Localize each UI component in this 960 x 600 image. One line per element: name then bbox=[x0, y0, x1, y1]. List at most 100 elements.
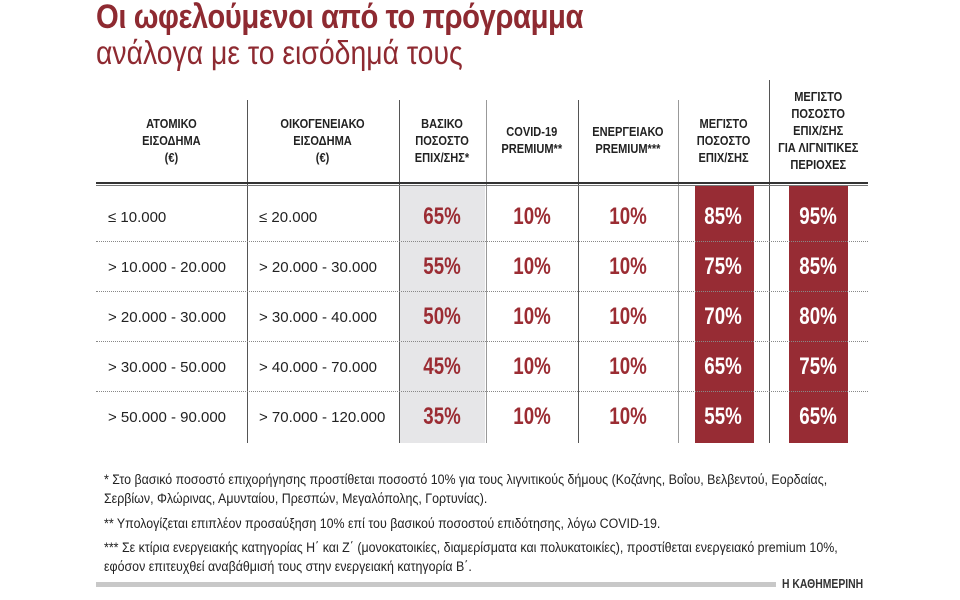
rate-value: 10% bbox=[609, 303, 647, 330]
row-divider bbox=[96, 241, 868, 242]
column-header-label: ΟΙΚΟΓΕΝΕΙΑΚΟ ΕΙΣΟΔΗΜΑ (€) bbox=[280, 115, 366, 165]
rate-value: 10% bbox=[609, 353, 647, 380]
rate-value: 55% bbox=[423, 253, 462, 280]
table-cell: > 20.000 - 30.000 bbox=[247, 242, 399, 292]
income-range: > 20.000 - 30.000 bbox=[108, 308, 227, 326]
rate-value: 55% bbox=[704, 403, 743, 430]
column-header-label: COVID-19 PREMIUM** bbox=[501, 124, 563, 156]
table-cell: 10% bbox=[578, 292, 678, 342]
table-cell: 75% bbox=[678, 242, 769, 292]
table-cell: 10% bbox=[578, 192, 678, 242]
column-header: ΟΙΚΟΓΕΝΕΙΑΚΟ ΕΙΣΟΔΗΜΑ (€) bbox=[247, 100, 399, 180]
column-divider bbox=[486, 100, 487, 443]
column-header: ΑΤΟΜΙΚΟ ΕΙΣΟΔΗΜΑ (€) bbox=[96, 100, 247, 180]
rate-value: 10% bbox=[513, 353, 551, 380]
rate-value: 65% bbox=[799, 403, 838, 430]
income-range: > 70.000 - 120.000 bbox=[259, 408, 386, 426]
income-range: > 20.000 - 30.000 bbox=[259, 258, 378, 276]
table-cell: 95% bbox=[769, 192, 868, 242]
rate-value: 75% bbox=[799, 353, 838, 380]
column-divider bbox=[399, 100, 400, 443]
table-cell: 65% bbox=[769, 392, 868, 442]
table-cell: 10% bbox=[578, 242, 678, 292]
column-header-label: ΒΑΣΙΚΟ ΠΟΣΟΣΤΟ ΕΠΙΧ/ΣΗΣ* bbox=[415, 115, 470, 165]
column-header: ΒΑΣΙΚΟ ΠΟΣΟΣΤΟ ΕΠΙΧ/ΣΗΣ* bbox=[399, 100, 486, 180]
chart-title: Οι ωφελούμενοι από το πρόγραμμα bbox=[96, 0, 584, 36]
table-cell: 10% bbox=[486, 392, 578, 442]
income-range: ≤ 20.000 bbox=[259, 208, 318, 226]
rate-value: 10% bbox=[513, 253, 551, 280]
header-rule bbox=[96, 182, 868, 184]
rate-value: 65% bbox=[704, 353, 743, 380]
rate-value: 10% bbox=[513, 203, 551, 230]
chart-subtitle: ανάλογα με το εισόδημά τους bbox=[96, 34, 463, 71]
table-cell: > 70.000 - 120.000 bbox=[247, 392, 399, 442]
table-cell: > 30.000 - 50.000 bbox=[96, 342, 247, 392]
table-cell: 45% bbox=[399, 342, 486, 392]
income-range: > 30.000 - 50.000 bbox=[108, 358, 227, 376]
base-rate-band bbox=[400, 186, 485, 443]
income-range: > 40.000 - 70.000 bbox=[259, 358, 378, 376]
column-header: ΜΕΓΙΣΤΟ ΠΟΣΟΣΤΟ ΕΠΙΧ/ΣΗΣ ΓΙΑ ΛΙΓΝΙΤΙΚΕΣ … bbox=[769, 80, 868, 180]
rate-value: 10% bbox=[513, 403, 551, 430]
source-logo: Η ΚΑΘΗΜΕΡΙΝΗ bbox=[782, 576, 864, 591]
income-range: ≤ 10.000 bbox=[108, 208, 167, 226]
lignite-max-rate-band bbox=[789, 186, 848, 443]
income-range: > 10.000 - 20.000 bbox=[108, 258, 227, 276]
table-cell: 85% bbox=[678, 192, 769, 242]
table-cell: 10% bbox=[578, 392, 678, 442]
table-cell: 50% bbox=[399, 292, 486, 342]
column-header-label: ΜΕΓΙΣΤΟ ΠΟΣΟΣΤΟ ΕΠΙΧ/ΣΗΣ ΓΙΑ ΛΙΓΝΙΤΙΚΕΣ … bbox=[778, 88, 859, 172]
rate-value: 45% bbox=[423, 353, 462, 380]
table-cell: 80% bbox=[769, 292, 868, 342]
table-cell: > 20.000 - 30.000 bbox=[96, 292, 247, 342]
table-cell: 75% bbox=[769, 342, 868, 392]
column-header: ΕΝΕΡΓΕΙΑΚΟ PREMIUM*** bbox=[578, 100, 678, 180]
column-divider bbox=[247, 100, 248, 443]
rate-value: 50% bbox=[423, 303, 462, 330]
table-cell: > 40.000 - 70.000 bbox=[247, 342, 399, 392]
rate-value: 80% bbox=[799, 303, 838, 330]
header-rule-secondary bbox=[96, 185, 868, 186]
row-divider bbox=[96, 291, 868, 292]
column-header-label: ΑΤΟΜΙΚΟ ΕΙΣΟΔΗΜΑ (€) bbox=[142, 115, 201, 165]
table-cell: 35% bbox=[399, 392, 486, 442]
footnote-2: ** Υπολογίζεται επιπλέον προσαύξηση 10% … bbox=[104, 516, 661, 531]
table-cell: > 30.000 - 40.000 bbox=[247, 292, 399, 342]
rate-value: 65% bbox=[423, 203, 462, 230]
table-cell: 70% bbox=[678, 292, 769, 342]
table-cell: 55% bbox=[678, 392, 769, 442]
table-cell: > 50.000 - 90.000 bbox=[96, 392, 247, 442]
table-cell: 10% bbox=[486, 342, 578, 392]
footnote-3: *** Σε κτίρια ενεργειακής κατηγορίας Η΄ … bbox=[104, 540, 838, 574]
table-cell: 10% bbox=[578, 342, 678, 392]
table-cell: 10% bbox=[486, 242, 578, 292]
table-cell: 10% bbox=[486, 192, 578, 242]
footer-divider bbox=[96, 582, 776, 587]
row-divider bbox=[96, 391, 868, 392]
rate-value: 10% bbox=[609, 403, 647, 430]
row-divider bbox=[96, 341, 868, 342]
footnote-1: * Στο βασικό ποσοστό επιχορήγησης προστί… bbox=[104, 472, 828, 506]
max-rate-band bbox=[695, 186, 754, 443]
rate-value: 10% bbox=[513, 303, 551, 330]
table-cell: ≤ 20.000 bbox=[247, 192, 399, 242]
rate-value: 95% bbox=[799, 203, 838, 230]
column-header-label: ΕΝΕΡΓΕΙΑΚΟ PREMIUM*** bbox=[592, 124, 664, 156]
rate-value: 10% bbox=[609, 253, 647, 280]
rate-value: 35% bbox=[423, 403, 462, 430]
table-cell: 65% bbox=[678, 342, 769, 392]
rate-value: 75% bbox=[704, 253, 743, 280]
column-divider bbox=[678, 100, 679, 443]
rate-value: 85% bbox=[704, 203, 743, 230]
column-divider bbox=[578, 100, 579, 443]
income-range: > 30.000 - 40.000 bbox=[259, 308, 378, 326]
income-range: > 50.000 - 90.000 bbox=[108, 408, 227, 426]
rate-value: 10% bbox=[609, 203, 647, 230]
column-header: COVID-19 PREMIUM** bbox=[486, 100, 578, 180]
rate-value: 85% bbox=[799, 253, 838, 280]
column-divider bbox=[769, 80, 770, 443]
table-cell: 85% bbox=[769, 242, 868, 292]
rate-value: 70% bbox=[704, 303, 743, 330]
table-cell: ≤ 10.000 bbox=[96, 192, 247, 242]
